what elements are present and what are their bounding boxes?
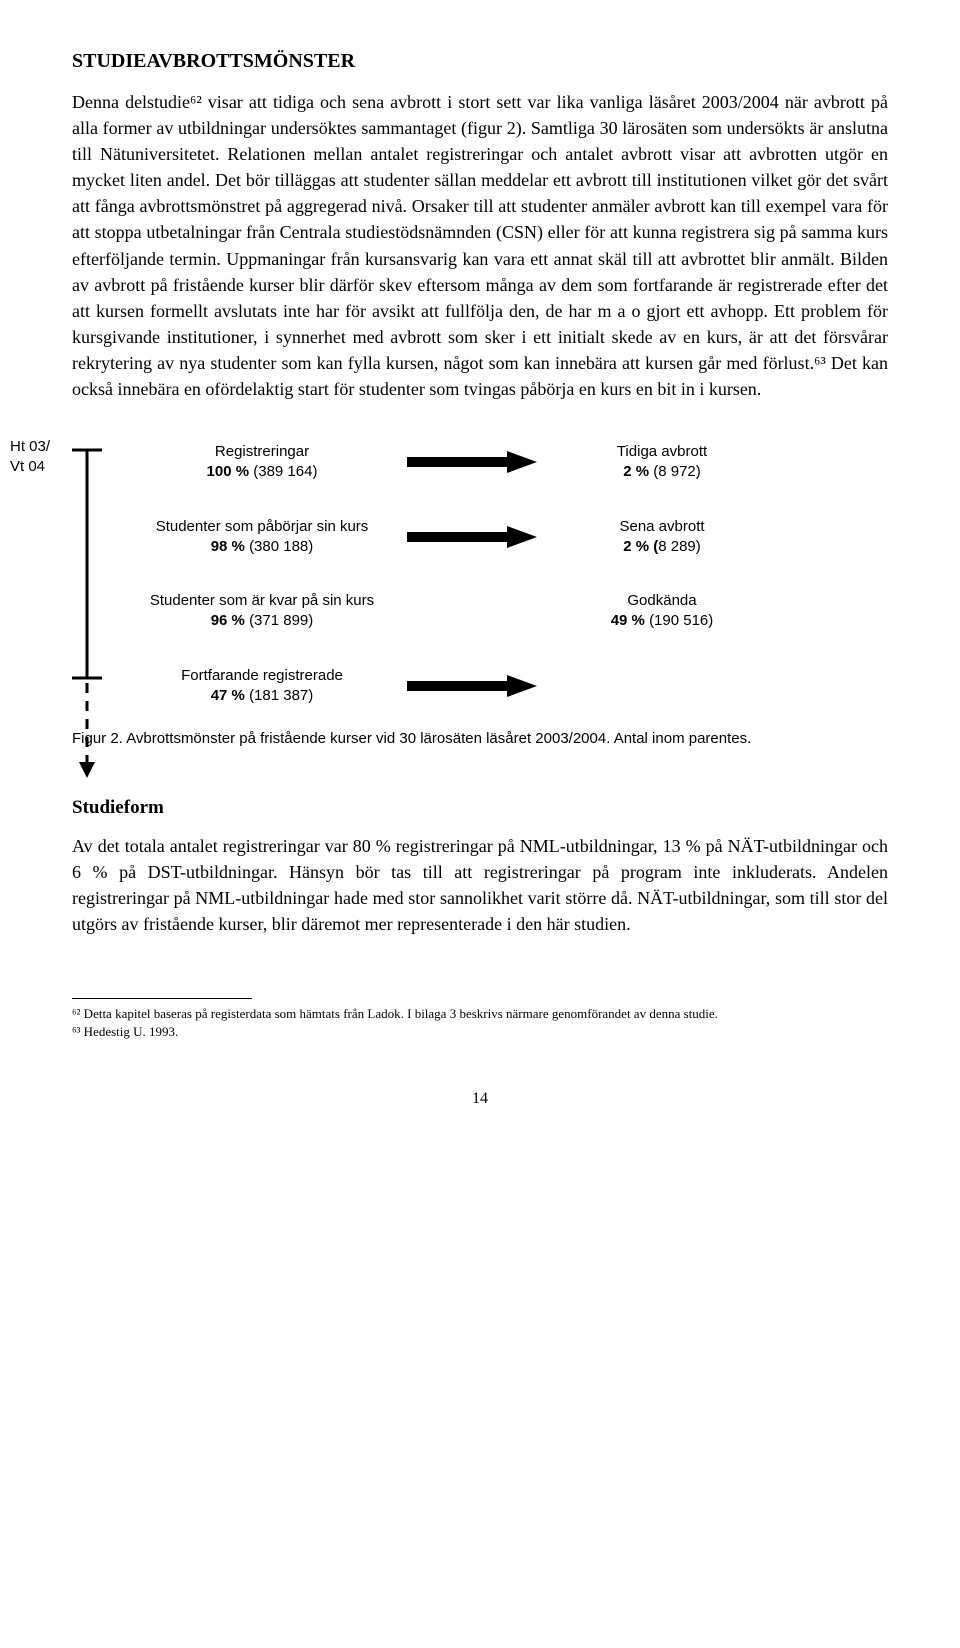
left-node: Registreringar 100 % (389 164) bbox=[132, 442, 392, 483]
diagram-row: Registreringar 100 % (389 164) Tidiga av… bbox=[132, 442, 888, 483]
main-heading: STUDIEAVBROTTSMÖNSTER bbox=[72, 50, 888, 73]
left-line-2-norm: (371 899) bbox=[249, 612, 313, 629]
left-line-2-bold: 96 % bbox=[211, 612, 249, 629]
right-line-2-bold: 2 % bbox=[623, 463, 653, 480]
arrow-col bbox=[392, 451, 552, 473]
body-paragraph: Denna delstudie⁶² visar att tidiga och s… bbox=[72, 89, 888, 402]
right-line-2-norm: (190 516) bbox=[649, 612, 713, 629]
left-line-2-norm: (389 164) bbox=[253, 463, 317, 480]
left-node: Fortfarande registrerade 47 % (181 387) bbox=[132, 666, 392, 707]
right-line-2-bold: 49 % bbox=[611, 612, 649, 629]
diagram-row: Fortfarande registrerade 47 % (181 387) bbox=[132, 666, 888, 707]
flow-diagram: Ht 03/ Vt 04 Registreringar 100 % ( bbox=[72, 442, 888, 706]
left-node: Studenter som är kvar på sin kurs 96 % (… bbox=[132, 591, 392, 632]
left-line-2-bold: 47 % bbox=[211, 687, 249, 704]
right-line-2-bold: 2 % ( bbox=[623, 538, 658, 555]
footnote-separator bbox=[72, 998, 252, 999]
period-label: Ht 03/ Vt 04 bbox=[10, 437, 50, 478]
page: STUDIEAVBROTTSMÖNSTER Denna delstudie⁶² … bbox=[0, 0, 960, 1648]
right-line-2-norm: 8 289) bbox=[658, 538, 701, 555]
left-line-2-bold: 100 % bbox=[207, 463, 254, 480]
right-arrow-icon bbox=[407, 675, 537, 697]
left-node: Studenter som påbörjar sin kurs 98 % (38… bbox=[132, 517, 392, 558]
right-node: Tidiga avbrott 2 % (8 972) bbox=[552, 442, 772, 483]
footnote-63: ⁶³ Hedestig U. 1993. bbox=[72, 1023, 888, 1042]
right-node: Sena avbrott 2 % (8 289) bbox=[552, 517, 772, 558]
left-line-1: Fortfarande registrerade bbox=[132, 666, 392, 686]
period-line-2: Vt 04 bbox=[10, 457, 50, 477]
timeline-axis bbox=[70, 448, 110, 778]
footnote-62: ⁶² Detta kapitel baseras på registerdata… bbox=[72, 1005, 888, 1024]
period-line-1: Ht 03/ bbox=[10, 437, 50, 457]
sub-paragraph: Av det totala antalet registreringar var… bbox=[72, 833, 888, 937]
left-line-2-norm: (380 188) bbox=[249, 538, 313, 555]
page-number: 14 bbox=[72, 1090, 888, 1108]
subheading: Studieform bbox=[72, 797, 888, 819]
arrow-col bbox=[392, 675, 552, 697]
diagram-row: Studenter som påbörjar sin kurs 98 % (38… bbox=[132, 517, 888, 558]
arrow-col bbox=[392, 526, 552, 548]
left-line-2-bold: 98 % bbox=[211, 538, 249, 555]
diagram-row: Studenter som är kvar på sin kurs 96 % (… bbox=[132, 591, 888, 632]
footnotes: ⁶² Detta kapitel baseras på registerdata… bbox=[72, 1005, 888, 1043]
right-line-1: Godkända bbox=[552, 591, 772, 611]
right-arrow-icon bbox=[407, 451, 537, 473]
diagram-rows: Registreringar 100 % (389 164) Tidiga av… bbox=[132, 442, 888, 706]
right-line-1: Tidiga avbrott bbox=[552, 442, 772, 462]
left-line-1: Registreringar bbox=[132, 442, 392, 462]
right-arrow-icon bbox=[407, 526, 537, 548]
figure-caption: Figur 2. Avbrottsmönster på fristående k… bbox=[72, 730, 888, 747]
left-line-1: Studenter som påbörjar sin kurs bbox=[132, 517, 392, 537]
right-line-2-norm: (8 972) bbox=[653, 463, 701, 480]
right-node: Godkända 49 % (190 516) bbox=[552, 591, 772, 632]
left-line-2-norm: (181 387) bbox=[249, 687, 313, 704]
left-line-1: Studenter som är kvar på sin kurs bbox=[132, 591, 392, 611]
right-line-1: Sena avbrott bbox=[552, 517, 772, 537]
